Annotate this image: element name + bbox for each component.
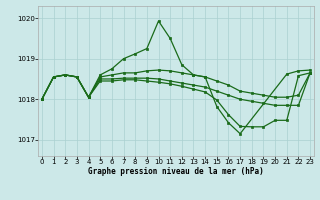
X-axis label: Graphe pression niveau de la mer (hPa): Graphe pression niveau de la mer (hPa) [88, 167, 264, 176]
